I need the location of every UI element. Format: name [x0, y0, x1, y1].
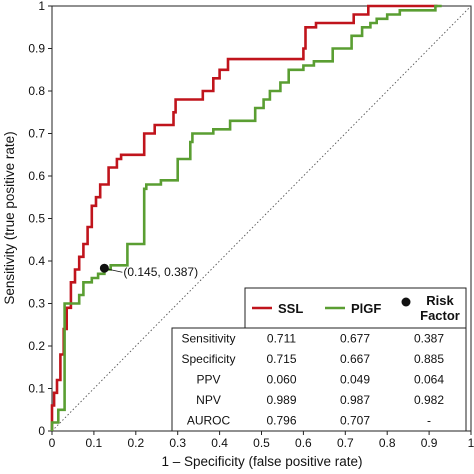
table-cell-value: 0.885 — [414, 352, 444, 366]
x-tick-label: 0.4 — [211, 436, 228, 450]
x-tick-label: 0.5 — [253, 436, 270, 450]
table-cell-value: - — [427, 414, 431, 428]
y-tick-label: 0.6 — [28, 169, 45, 183]
table-cell-value: 0.667 — [340, 352, 370, 366]
x-tick-label: 0 — [49, 436, 56, 450]
table-cell-value: 0.707 — [340, 414, 370, 428]
x-tick-label: 1 — [468, 436, 474, 450]
risk-factor-label: (0.145, 0.387) — [123, 265, 198, 279]
y-tick-label: 0.1 — [28, 382, 45, 396]
series-layer — [50, 4, 442, 431]
x-tick-label: 0.8 — [379, 436, 396, 450]
table-cell-value: 0.049 — [340, 373, 370, 387]
y-axis-title: Sensitivity (true positive rate) — [2, 131, 17, 304]
x-tick-label: 0.2 — [127, 436, 144, 450]
y-tick-label: 0.5 — [28, 212, 45, 226]
table-cell-value: 0.677 — [340, 331, 370, 345]
legend-label-risk-factor: Factor — [420, 308, 460, 323]
y-tick-label: 0.9 — [28, 42, 45, 56]
x-tick-label: 0.7 — [337, 436, 354, 450]
risk-factor-leader-line — [108, 268, 123, 273]
table-row-label: NPV — [196, 393, 221, 407]
table-cell-value: 0.982 — [414, 393, 444, 407]
table-cell-value: 0.711 — [267, 331, 296, 345]
table-cell-value: 0.715 — [266, 352, 296, 366]
table-row-label: AUROC — [187, 414, 231, 428]
table-cell-value: 0.060 — [266, 373, 296, 387]
risk-factor-point — [99, 263, 109, 273]
y-tick-label: 0.4 — [28, 254, 45, 268]
table-cell-value: 0.064 — [414, 373, 444, 387]
table-cell-value: 0.987 — [340, 393, 370, 407]
x-tick-label: 0.9 — [421, 436, 438, 450]
table-row-label: PPV — [196, 373, 220, 387]
y-tick-label: 0.7 — [28, 127, 45, 141]
table-cell-value: 0.387 — [414, 331, 444, 345]
y-tick-label: 0.8 — [28, 84, 45, 98]
annotation-layer: (0.145, 0.387) — [99, 263, 198, 279]
legend-label-plgf: PlGF — [351, 301, 381, 316]
y-tick-label: 0 — [38, 424, 45, 438]
legend-label-ssl: SSL — [278, 301, 303, 316]
legend-label-risk-factor: Risk — [426, 293, 454, 308]
table-cell-value: 0.989 — [266, 393, 296, 407]
table-row-label: Specificity — [181, 352, 235, 366]
y-tick-label: 0.2 — [28, 339, 45, 353]
x-axis-ticks: 0 0.1 0.2 0.3 0.4 0.5 0.6 0.7 0.8 0.9 1 — [49, 431, 474, 450]
series-line-plgf — [50, 4, 442, 431]
x-tick-label: 0.6 — [295, 436, 312, 450]
series-line-ssl — [50, 4, 438, 431]
x-axis-title: 1 – Specificity (false positive rate) — [161, 454, 362, 469]
table-body-box — [171, 327, 467, 432]
legend-marker-risk-factor — [401, 297, 411, 307]
table-cell-value: 0.796 — [266, 414, 296, 428]
y-tick-label: 1 — [38, 0, 45, 13]
y-tick-label: 0.3 — [28, 297, 45, 311]
y-axis-ticks: 0 0.1 0.2 0.3 0.4 0.5 0.6 0.7 0.8 0.9 1 — [28, 0, 52, 438]
x-tick-label: 0.3 — [169, 436, 186, 450]
table-row-label: Sensitivity — [181, 331, 235, 345]
x-tick-label: 0.1 — [86, 436, 103, 450]
